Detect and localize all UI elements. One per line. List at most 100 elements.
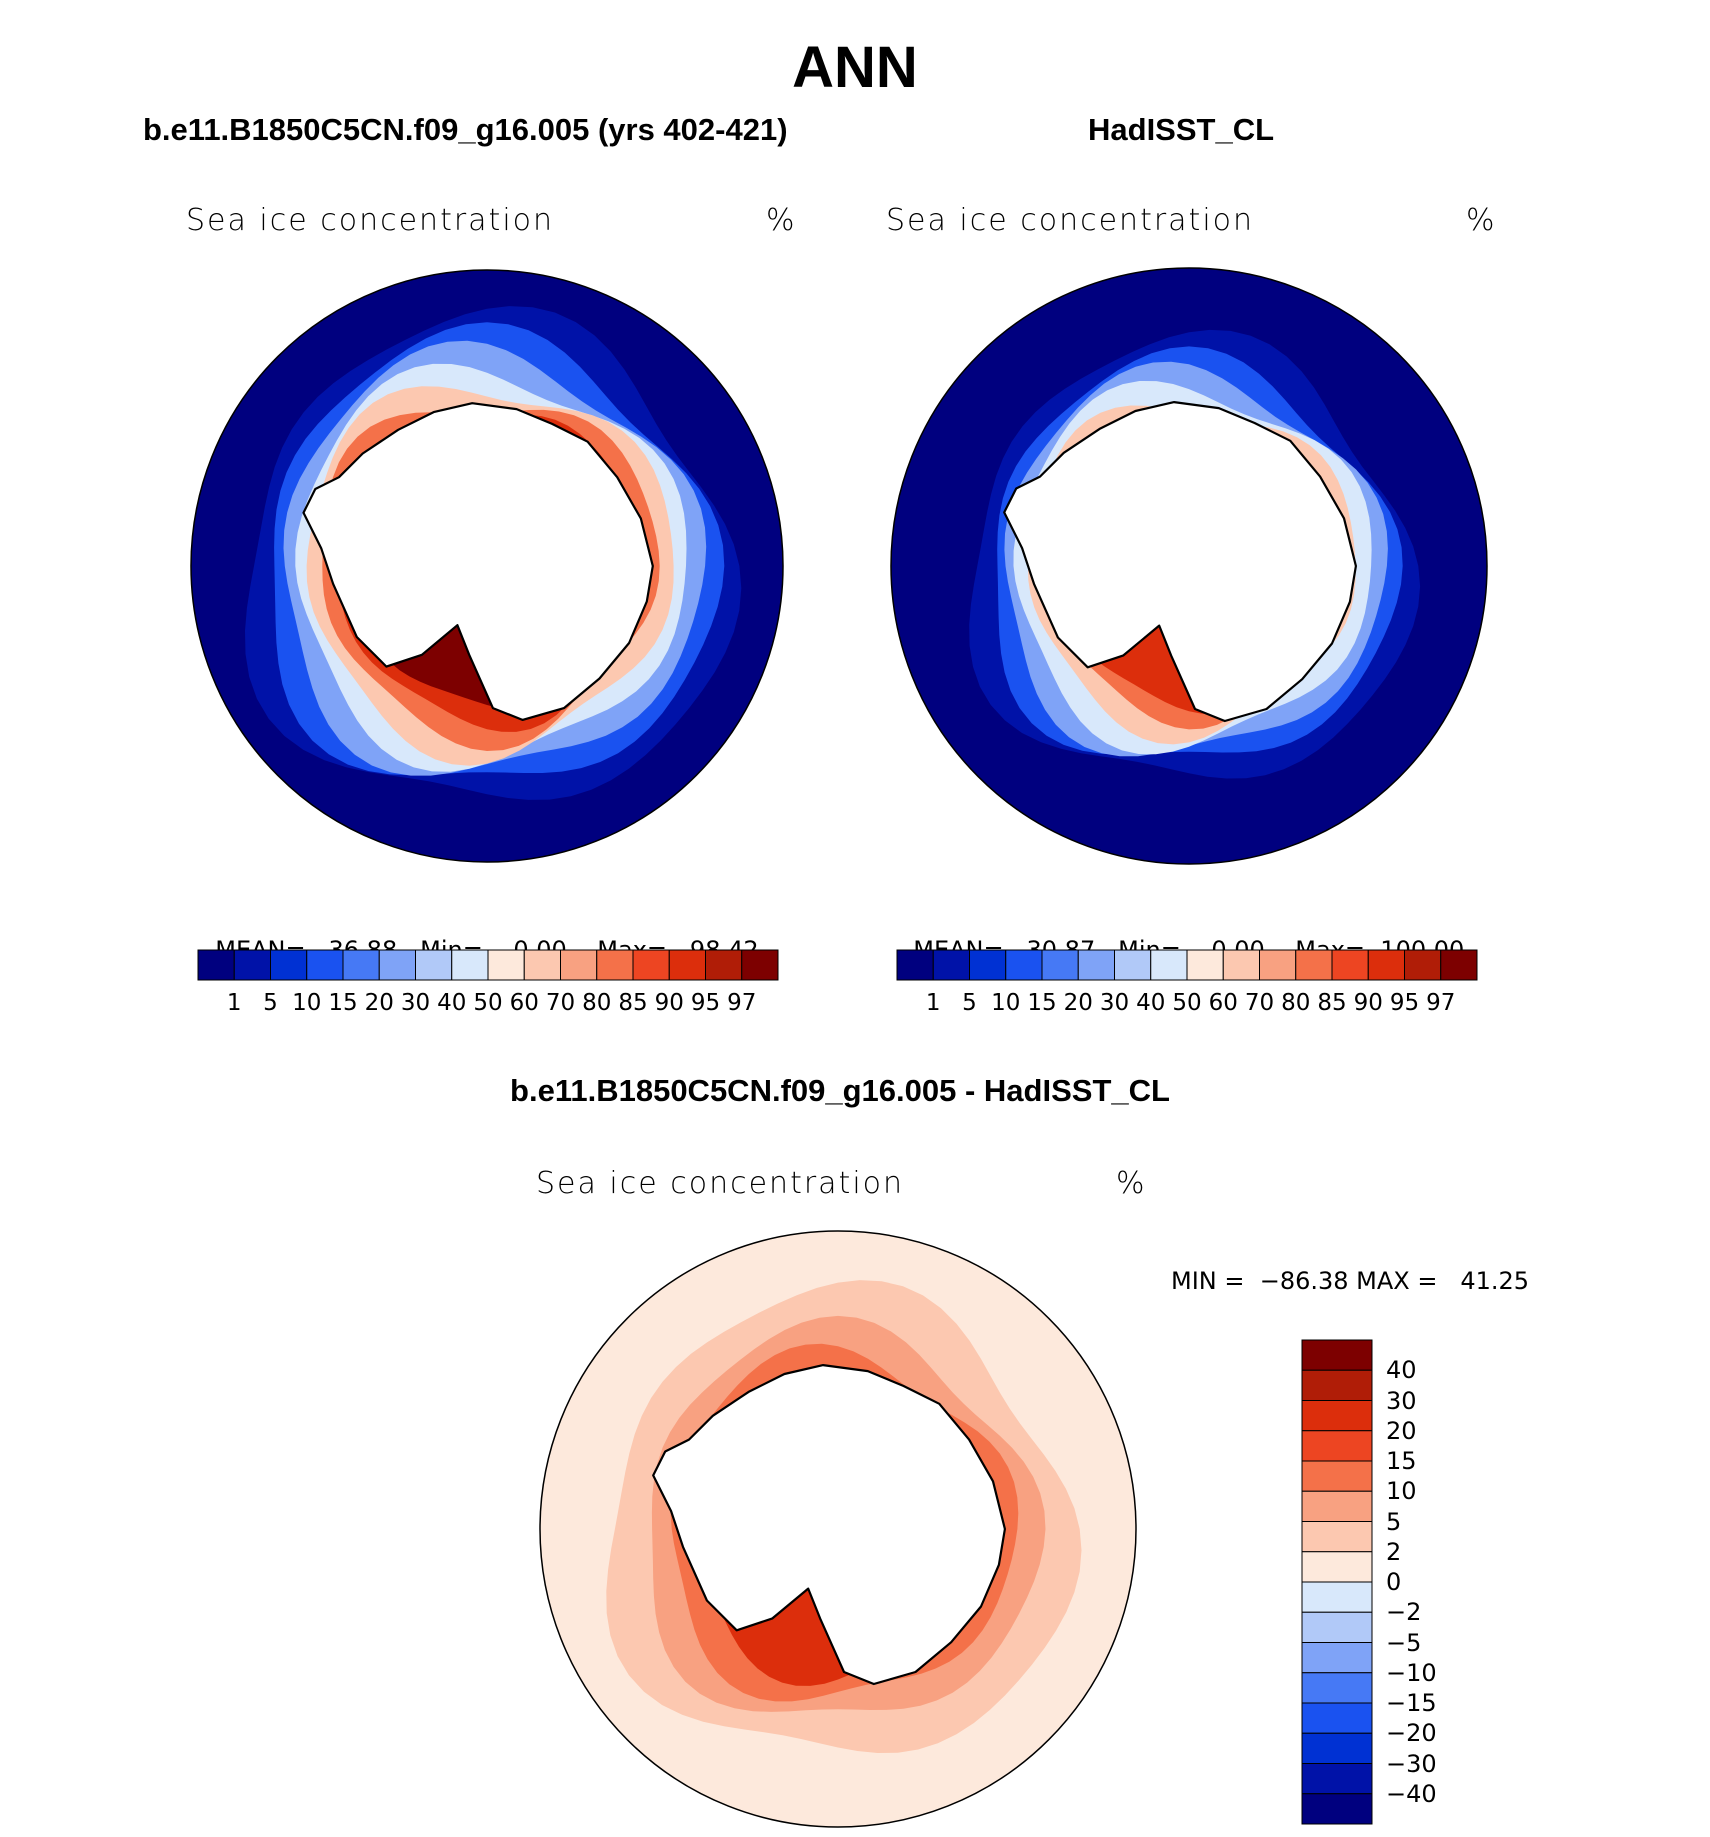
diff-colorbar-label: 10: [1386, 1477, 1417, 1506]
diff-colorbar-label: −15: [1386, 1689, 1437, 1717]
model-colorbar-ticks-label: 30: [400, 990, 431, 1016]
diff-map-antarctica: [652, 1364, 1006, 1686]
model-colorbar-box-10: [560, 949, 598, 981]
diff-colorbar-box-13: [1301, 1732, 1373, 1764]
obs-map: [890, 267, 1488, 865]
model-map: [190, 269, 784, 863]
model-colorbar-box-6: [415, 949, 453, 981]
diff-colorbar-label: 5: [1386, 1507, 1402, 1536]
obs-colorbar-box-0: [896, 949, 934, 981]
model-colorbar-box-2: [270, 949, 308, 981]
diff-colorbar: [1301, 1339, 1373, 1825]
obs-colorbar-box-9: [1222, 949, 1260, 981]
obs-colorbar-ticks-label: 90: [1353, 990, 1383, 1016]
obs-colorbar-ticks: 1 5 10 15 20 30 40 50 60 70 80 85 90 95 97: [897, 990, 1477, 1020]
obs-colorbar-ticks-label: 85: [1317, 990, 1347, 1016]
diff-colorbar-label: 20: [1386, 1416, 1417, 1445]
obs-colorbar-ticks-label: 97: [1426, 990, 1456, 1016]
diff-units-label: %: [1116, 1166, 1147, 1201]
diff-colorbar-label: −10: [1386, 1658, 1437, 1687]
model-colorbar-ticks-label: 80: [582, 990, 612, 1016]
model-colorbar-ticks-label: 97: [727, 990, 757, 1016]
diff-colorbar-label: −2: [1386, 1598, 1422, 1627]
obs-colorbar-ticks-label: 5: [962, 990, 977, 1016]
obs-map-antarctica: [1003, 401, 1357, 723]
diff-colorbar-box-11: [1301, 1672, 1373, 1704]
model-map-antarctica: [302, 402, 654, 721]
model-colorbar-ticks-label: 5: [263, 990, 278, 1016]
model-colorbar-ticks-label: 10: [292, 990, 322, 1016]
diff-var-label: Sea ice concentration: [536, 1166, 905, 1201]
model-colorbar-box-4: [342, 949, 380, 981]
diff-colorbar-label: −20: [1386, 1719, 1437, 1748]
model-colorbar-box-1: [233, 949, 271, 981]
model-colorbar-ticks-label: 15: [328, 990, 358, 1016]
diff-colorbar-box-1: [1301, 1369, 1373, 1401]
diff-colorbar-box-9: [1301, 1611, 1373, 1643]
obs-units-label: %: [1466, 203, 1497, 238]
obs-colorbar-ticks-label: 1: [925, 990, 941, 1016]
model-colorbar-box-0: [197, 949, 235, 981]
diff-colorbar-label: 40: [1386, 1356, 1417, 1385]
model-colorbar-ticks-label: 50: [473, 990, 503, 1016]
model-colorbar-ticks-label: 90: [654, 990, 684, 1016]
obs-colorbar-box-12: [1331, 949, 1369, 981]
model-colorbar-box-3: [306, 949, 344, 981]
model-colorbar-ticks-label: 20: [364, 990, 394, 1016]
model-colorbar-ticks: 1 5 10 15 20 30 40 50 60 70 80 85 90 95 97: [198, 990, 778, 1020]
model-map-boundary: [190, 269, 784, 863]
model-colorbar-box-8: [487, 949, 525, 981]
obs-colorbar-box-5: [1077, 949, 1115, 981]
model-colorbar-box-12: [632, 949, 670, 981]
diff-colorbar-box-7: [1301, 1551, 1373, 1583]
diff-map: [539, 1230, 1137, 1828]
diff-map-boundary: [539, 1230, 1137, 1828]
model-colorbar-ticks-label: 95: [690, 990, 721, 1016]
model-colorbar-box-9: [523, 949, 561, 981]
diff-stats: MIN = −86.38 MAX = 41.25: [1171, 1267, 1530, 1295]
diff-colorbar-box-14: [1301, 1763, 1373, 1795]
diff-colorbar-box-6: [1301, 1521, 1373, 1553]
obs-colorbar-ticks-label: 40: [1136, 990, 1166, 1016]
diff-colorbar-box-0: [1301, 1339, 1373, 1371]
obs-var-label: Sea ice concentration: [886, 203, 1255, 238]
diff-colorbar-box-10: [1301, 1642, 1373, 1674]
diff-colorbar-label: 15: [1386, 1447, 1417, 1475]
model-colorbar-box-15: [741, 949, 779, 981]
diff-colorbar-box-8: [1301, 1581, 1373, 1613]
figure-title: ANN: [792, 35, 918, 100]
obs-colorbar-box-7: [1150, 949, 1188, 981]
diff-colorbar-box-3: [1301, 1430, 1373, 1462]
diff-colorbar-ticks: 40 30 20 15 10 5 2 0 −2 −5 −10 −15 −20 −30 −40: [1386, 1340, 1466, 1824]
diff-colorbar-box-4: [1301, 1460, 1373, 1492]
diff-colorbar-box-5: [1301, 1490, 1373, 1522]
obs-colorbar-ticks-label: 15: [1027, 990, 1057, 1016]
model-units-label: %: [766, 203, 797, 238]
diff-colorbar-label: −40: [1386, 1779, 1437, 1808]
obs-colorbar-box-1: [932, 949, 970, 981]
diff-colorbar-label: 2: [1386, 1537, 1402, 1566]
model-colorbar-ticks-label: 70: [545, 990, 576, 1016]
obs-colorbar-ticks-label: 20: [1063, 990, 1093, 1016]
diff-colorbar-label: 0: [1386, 1568, 1402, 1596]
model-colorbar-ticks-label: 60: [509, 990, 539, 1016]
obs-colorbar-box-10: [1259, 949, 1297, 981]
diff-colorbar-box-12: [1301, 1702, 1373, 1734]
model-colorbar-ticks-label: 1: [226, 990, 242, 1016]
obs-map-boundary: [890, 267, 1488, 865]
diff-colorbar-label: −5: [1386, 1628, 1422, 1657]
model-colorbar-ticks-label: 40: [437, 990, 467, 1016]
obs-colorbar-ticks-label: 80: [1281, 990, 1311, 1016]
diff-colorbar-label: −30: [1386, 1749, 1437, 1778]
model-colorbar-box-7: [451, 949, 489, 981]
model-colorbar-box-13: [668, 949, 706, 981]
model-colorbar-box-5: [378, 949, 416, 981]
obs-colorbar-box-13: [1367, 949, 1405, 981]
obs-panel-title: HadISST_CL: [1088, 112, 1275, 147]
obs-colorbar-box-8: [1186, 949, 1224, 981]
model-colorbar-ticks-label: 85: [618, 990, 648, 1016]
obs-colorbar-box-3: [1005, 949, 1043, 981]
model-colorbar-box-11: [596, 949, 634, 981]
obs-colorbar-box-4: [1041, 949, 1079, 981]
obs-colorbar-box-14: [1404, 949, 1442, 981]
